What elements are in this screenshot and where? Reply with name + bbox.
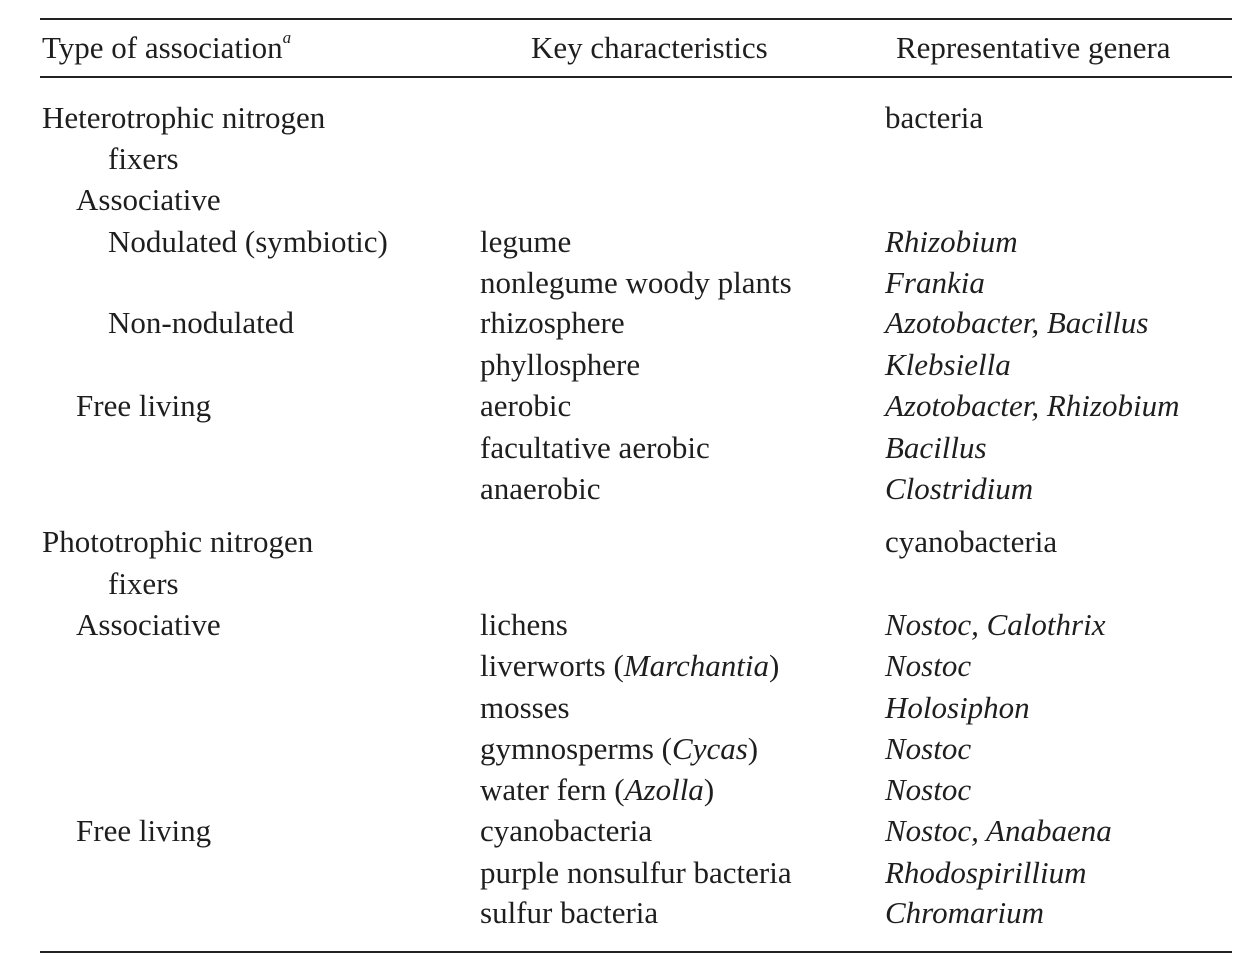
genera-cell: Nostoc, Calothrix — [885, 607, 1106, 642]
header-col1-label: Type of association — [42, 30, 283, 65]
characteristic-text: ) — [769, 648, 780, 683]
subsection-free-living: Free living — [76, 388, 212, 423]
genera-cell: Bacillus — [885, 430, 987, 465]
characteristic-cell: gymnosperms (Cycas) — [480, 729, 758, 769]
category-non-nodulated: Non-nodulated — [108, 305, 294, 340]
characteristic-cell: lichens — [480, 607, 568, 642]
genera-cell: Nostoc — [885, 648, 972, 683]
section-heterotrophic-cont: fixers — [108, 141, 179, 176]
genera-cell: Nostoc, Anabaena — [885, 813, 1112, 848]
characteristic-cell: facultative aerobic — [480, 430, 710, 465]
subsection-free-living: Free living — [76, 813, 212, 848]
genera-cell: Nostoc — [885, 772, 972, 807]
table-bottom-rule — [40, 951, 1232, 953]
characteristic-genus: Cycas — [672, 731, 748, 766]
table-top-rule — [40, 18, 1232, 20]
characteristic-text: water fern ( — [480, 772, 625, 807]
characteristic-cell: anaerobic — [480, 471, 601, 506]
characteristic-cell: phyllosphere — [480, 347, 641, 382]
characteristic-genus: Marchantia — [623, 648, 770, 683]
header-type-of-association: Type of associationa — [42, 26, 291, 70]
header-rule — [40, 76, 1232, 78]
genera-cell: Rhodospirillium — [885, 855, 1087, 890]
characteristic-cell: rhizosphere — [480, 305, 625, 340]
characteristic-cell: sulfur bacteria — [480, 895, 659, 930]
category-nodulated: Nodulated (symbiotic) — [108, 224, 388, 259]
characteristic-cell: mosses — [480, 690, 570, 725]
characteristic-cell: aerobic — [480, 388, 572, 423]
genera-cell: Nostoc — [885, 731, 972, 766]
footnote-marker: a — [282, 27, 292, 47]
characteristic-text: ) — [747, 731, 759, 766]
genera-cell: cyanobacteria — [885, 524, 1058, 559]
characteristic-cell: legume — [480, 224, 572, 259]
section-phototrophic-cont: fixers — [108, 566, 179, 601]
subsection-associative: Associative — [76, 182, 221, 217]
genera-cell: Frankia — [885, 265, 985, 300]
genera-cell: Holosiphon — [885, 690, 1030, 725]
characteristic-cell: water fern (Azolla) — [480, 770, 714, 810]
genera-cell: bacteria — [885, 100, 984, 135]
characteristic-cell: purple nonsulfur bacteria — [480, 855, 792, 890]
genera-cell: Clostridium — [885, 471, 1034, 506]
characteristic-text: liverworts ( — [480, 648, 624, 683]
genera-cell: Azotobacter, Bacillus — [885, 305, 1149, 340]
section-heterotrophic: Heterotrophic nitrogen — [42, 100, 326, 135]
characteristic-text: gymnosperms ( — [480, 731, 673, 766]
header-key-characteristics: Key characteristics — [531, 30, 768, 65]
genera-cell: Rhizobium — [885, 224, 1018, 259]
characteristic-genus: Azolla — [624, 772, 704, 807]
characteristic-cell: cyanobacteria — [480, 813, 653, 848]
characteristic-cell: nonlegume woody plants — [480, 265, 792, 300]
subsection-associative: Associative — [76, 607, 221, 642]
genera-cell: Klebsiella — [885, 347, 1011, 382]
section-phototrophic: Phototrophic nitrogen — [42, 524, 314, 559]
characteristic-text: ) — [703, 772, 715, 807]
genera-cell: Azotobacter, Rhizobium — [885, 388, 1180, 423]
genera-cell: Chromarium — [885, 895, 1045, 930]
characteristic-cell: liverworts (Marchantia) — [480, 646, 779, 686]
header-representative-genera: Representative genera — [896, 30, 1171, 65]
